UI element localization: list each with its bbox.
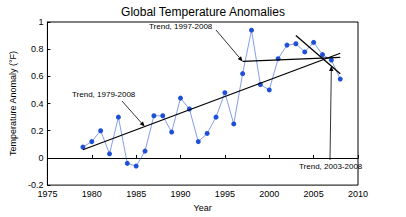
- svg-text:0.6: 0.6: [31, 71, 44, 81]
- svg-text:Year: Year: [194, 203, 212, 213]
- svg-text:2005: 2005: [304, 189, 324, 199]
- svg-text:2000: 2000: [259, 189, 279, 199]
- svg-text:0.8: 0.8: [31, 44, 44, 54]
- svg-text:0.2: 0.2: [31, 126, 44, 136]
- svg-text:1: 1: [38, 17, 43, 27]
- svg-text:1985: 1985: [126, 189, 146, 199]
- svg-text:Global Temperature Anomalies: Global Temperature Anomalies: [121, 5, 285, 19]
- svg-text:1980: 1980: [82, 189, 102, 199]
- svg-text:1995: 1995: [215, 189, 235, 199]
- svg-text:Temperature Anomaly (°F): Temperature Anomaly (°F): [8, 51, 18, 156]
- svg-text:Trend, 2003-2008: Trend, 2003-2008: [299, 162, 363, 171]
- svg-text:0.4: 0.4: [31, 99, 44, 109]
- svg-text:0: 0: [38, 153, 43, 163]
- svg-text:Trend, 1979-2008: Trend, 1979-2008: [72, 90, 136, 99]
- svg-text:-0.2: -0.2: [27, 180, 44, 191]
- svg-text:Trend, 1997-2008: Trend, 1997-2008: [149, 22, 213, 31]
- svg-text:1990: 1990: [171, 189, 191, 199]
- svg-text:1975: 1975: [37, 189, 57, 199]
- svg-text:2010: 2010: [348, 189, 368, 199]
